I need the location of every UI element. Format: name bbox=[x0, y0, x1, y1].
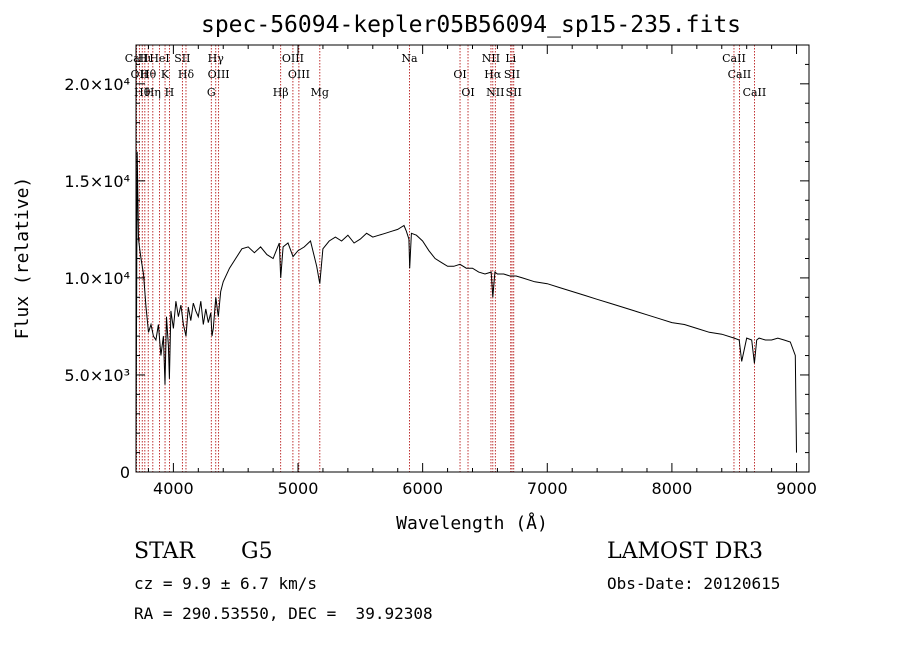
chart-title: spec-56094-kepler05B56094_sp15-235.fits bbox=[201, 12, 741, 38]
line-label-16: OIII bbox=[288, 68, 310, 81]
line-label-11: G bbox=[207, 86, 216, 99]
line-label-9: SII bbox=[174, 52, 190, 65]
x-tick-label-5: 9000 bbox=[776, 479, 817, 498]
line-label-27: CaII bbox=[722, 52, 746, 65]
x-axis-label: Wavelength (Å) bbox=[396, 512, 548, 534]
x-tick-label-3: 7000 bbox=[527, 479, 568, 498]
y-tick-label-1: 5.0×10³ bbox=[64, 366, 130, 385]
y-tick-label-4: 2.0×10⁴ bbox=[64, 75, 130, 94]
line-label-28: CaII bbox=[728, 68, 752, 81]
x-tick-label-0: 4000 bbox=[153, 479, 194, 498]
spectrum-series bbox=[135, 151, 797, 457]
plot-frame bbox=[135, 44, 810, 473]
line-label-25: SII bbox=[504, 68, 520, 81]
redshift-velocity: cz = 9.9 ± 6.7 km/s bbox=[134, 574, 318, 593]
line-label-5: Hη bbox=[145, 86, 161, 99]
object-class: STAR bbox=[134, 539, 195, 564]
line-label-18: Na bbox=[401, 52, 418, 65]
line-label-12: Hγ bbox=[208, 52, 225, 65]
x-tick-label-2: 6000 bbox=[402, 479, 443, 498]
object-subclass: G5 bbox=[241, 539, 273, 564]
survey-name: LAMOST DR3 bbox=[607, 539, 763, 564]
y-tick-label-3: 1.5×10⁴ bbox=[64, 172, 130, 191]
spectral-line-labels: CaIIOIIHθHιHθHηHeIKHSIIHδGHγOIIIHβOIIIOI… bbox=[125, 52, 766, 99]
line-label-19: OI bbox=[453, 68, 466, 81]
line-label-15: OIII bbox=[282, 52, 304, 65]
x-tick-label-4: 8000 bbox=[652, 479, 693, 498]
line-label-23: NII bbox=[486, 86, 504, 99]
y-tick-label-2: 1.0×10⁴ bbox=[64, 269, 130, 288]
line-label-21: NII bbox=[482, 52, 500, 65]
line-label-24: Li bbox=[505, 52, 516, 65]
line-label-29: CaII bbox=[743, 86, 767, 99]
x-tick-label-1: 5000 bbox=[278, 479, 319, 498]
line-label-22: Hα bbox=[484, 68, 502, 81]
line-label-14: Hβ bbox=[273, 86, 289, 99]
line-label-2: Hθ bbox=[134, 86, 151, 99]
line-label-8: H bbox=[165, 86, 175, 99]
line-label-20: OI bbox=[461, 86, 474, 99]
y-tick-label-0: 0 bbox=[120, 463, 130, 482]
line-label-4: Hθ bbox=[140, 68, 157, 81]
series-spectrum bbox=[135, 151, 797, 457]
line-label-13: OIII bbox=[208, 68, 230, 81]
x-axis: 4000 5000 6000 7000 8000 9000 bbox=[147, 45, 817, 498]
line-label-7: K bbox=[161, 68, 170, 81]
line-label-17: Mg bbox=[311, 86, 329, 99]
y-axis: 0 5.0×10³ 1.0×10⁴ 1.5×10⁴ 2.0×10⁴ bbox=[64, 44, 809, 482]
line-label-1: OII bbox=[131, 68, 149, 81]
line-label-26: SII bbox=[506, 86, 522, 99]
observation-date: Obs-Date: 20120615 bbox=[607, 574, 781, 593]
line-label-3: Hι bbox=[138, 52, 152, 65]
line-label-0: CaII bbox=[125, 52, 149, 65]
line-label-6: HeI bbox=[149, 52, 169, 65]
spectral-line-markers bbox=[136, 45, 755, 472]
line-label-10: Hδ bbox=[178, 68, 195, 81]
coordinates: RA = 290.53550, DEC = 39.92308 bbox=[134, 604, 433, 623]
y-axis-label: Flux (relative) bbox=[12, 177, 33, 340]
